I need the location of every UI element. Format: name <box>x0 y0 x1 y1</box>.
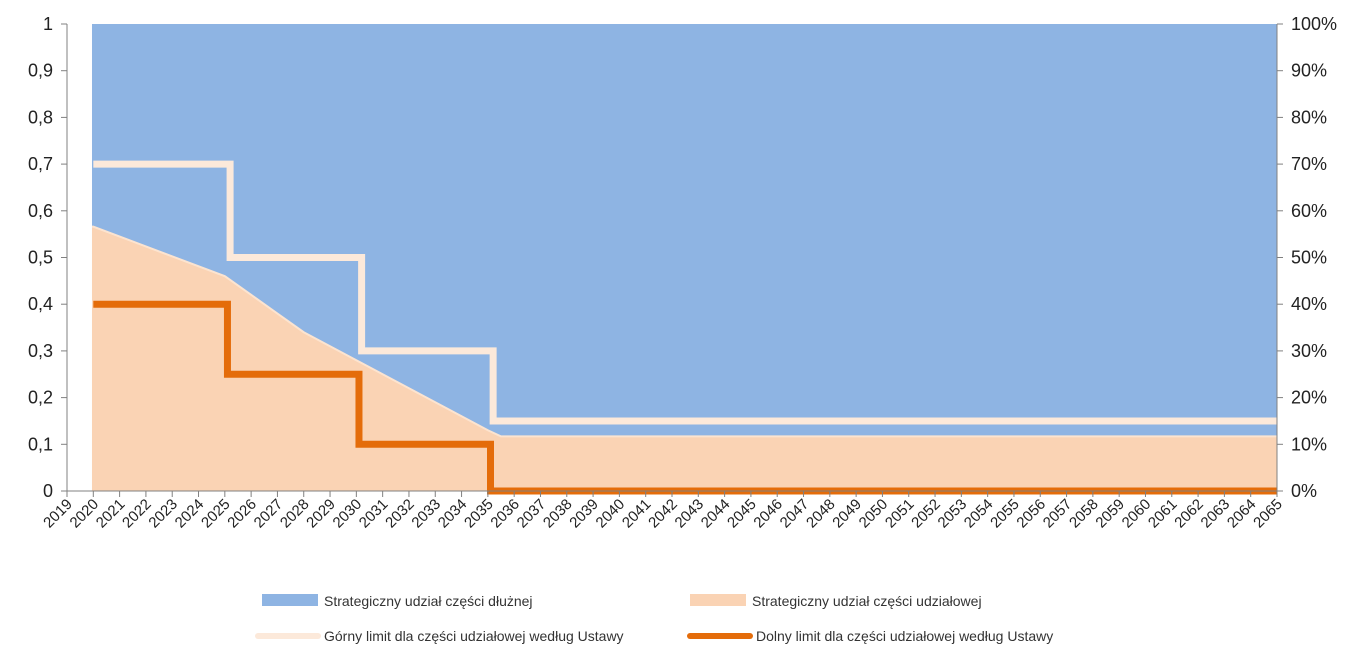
x-tick-label: 2040 <box>593 496 629 532</box>
x-tick-label: 2047 <box>777 496 813 532</box>
y-left-tick-label: 1 <box>43 14 53 34</box>
x-tick-label: 2035 <box>461 496 497 532</box>
y-left-tick-label: 0 <box>43 481 53 501</box>
legend-label: Dolny limit dla części udziałowej według… <box>756 628 1053 644</box>
x-tick-label: 2048 <box>803 496 839 532</box>
x-tick-label: 2062 <box>1171 496 1207 532</box>
legend-label: Strategiczny udział części udziałowej <box>752 593 982 609</box>
x-tick-label: 2061 <box>1145 496 1181 532</box>
x-tick-label: 2063 <box>1198 496 1234 532</box>
legend-swatch <box>262 594 318 606</box>
x-tick-label: 2039 <box>566 496 602 532</box>
x-tick-label: 2060 <box>1119 496 1155 532</box>
x-tick-label: 2025 <box>198 496 234 532</box>
x-tick-label: 2046 <box>750 496 786 532</box>
y-right-tick-label: 90% <box>1291 61 1327 81</box>
x-tick-label: 2026 <box>224 496 260 532</box>
y-right-tick-label: 50% <box>1291 248 1327 268</box>
x-tick-label: 2043 <box>672 496 708 532</box>
x-tick-label: 2056 <box>1013 496 1049 532</box>
y-right-tick-label: 60% <box>1291 201 1327 221</box>
plot-areas <box>91 24 1277 492</box>
y-left-tick-label: 0,8 <box>28 107 53 127</box>
x-tick-label: 2064 <box>1224 496 1260 532</box>
y-left-tick-label: 0,9 <box>28 61 53 81</box>
y-left-tick-label: 0,2 <box>28 388 53 408</box>
x-tick-label: 2029 <box>303 496 339 532</box>
x-tick-label: 2033 <box>408 496 444 532</box>
x-tick-label: 2057 <box>1040 496 1076 532</box>
y-left-tick-label: 0,6 <box>28 201 53 221</box>
x-tick-label: 2024 <box>172 496 208 532</box>
x-tick-label: 2050 <box>856 496 892 532</box>
y-left-tick-label: 0,7 <box>28 154 53 174</box>
line-lower-limit <box>93 300 1277 495</box>
x-tick-label: 2045 <box>724 496 760 532</box>
y-right-tick-label: 10% <box>1291 434 1327 454</box>
x-tick-label: 2055 <box>987 496 1023 532</box>
x-tick-labels: 2019202020212022202320242025202620272028… <box>40 496 1286 532</box>
legend-equity-share: Strategiczny udział części udziałowej <box>690 593 982 609</box>
area-equity-edge <box>91 225 1277 438</box>
x-tick-label: 2059 <box>1092 496 1128 532</box>
x-tick-label: 2027 <box>251 496 287 532</box>
x-tick-label: 2032 <box>382 496 418 532</box>
x-tick-label: 2058 <box>1066 496 1102 532</box>
x-tick-label: 2052 <box>908 496 944 532</box>
y-right-tick-label: 70% <box>1291 154 1327 174</box>
x-tick-label: 2020 <box>67 496 103 532</box>
y-left-tick-label: 0,3 <box>28 341 53 361</box>
legend-label: Strategiczny udział części dłużnej <box>324 593 533 609</box>
x-tick-label: 2022 <box>119 496 155 532</box>
y-right-tick-label: 100% <box>1291 14 1337 34</box>
y-left-tick-label: 0,5 <box>28 248 53 268</box>
y-right-tick-label: 30% <box>1291 341 1327 361</box>
x-tick-label: 2023 <box>145 496 181 532</box>
x-tick-label: 2030 <box>330 496 366 532</box>
y-right-tick-labels: 0% 10% 20% 30% 40% 50% 60% 70% 80% 90% 100% <box>1291 14 1337 501</box>
legend-label: Górny limit dla części udziałowej według… <box>324 628 624 644</box>
x-tick-label: 2037 <box>514 496 550 532</box>
x-tick-label: 2041 <box>619 496 655 532</box>
y-left-tick-label: 0,1 <box>28 434 53 454</box>
x-tick-label: 2034 <box>435 496 471 532</box>
legend-lower-limit: Dolny limit dla części udziałowej według… <box>687 628 1053 644</box>
x-tick-label: 2053 <box>935 496 971 532</box>
y-right-tick-label: 40% <box>1291 294 1327 314</box>
x-tick-label: 2031 <box>356 496 392 532</box>
x-tick-label: 2028 <box>277 496 313 532</box>
x-tick-label: 2036 <box>487 496 523 532</box>
y-left-tick-label: 0,4 <box>28 294 53 314</box>
x-tick-label: 2049 <box>829 496 865 532</box>
y-left-tick-labels: 0 0,1 0,2 0,3 0,4 0,5 0,6 0,7 0,8 0,9 1 <box>28 14 53 501</box>
legend-swatch <box>690 594 746 606</box>
y-right-tick-label: 20% <box>1291 388 1327 408</box>
plot-lines <box>93 160 1277 495</box>
x-tick-label: 2051 <box>882 496 918 532</box>
x-tick-label: 2042 <box>645 496 681 532</box>
x-tick-label: 2019 <box>40 496 76 532</box>
legend-debt-share: Strategiczny udział części dłużnej <box>262 593 533 609</box>
y-right-tick-label: 80% <box>1291 107 1327 127</box>
x-tick-label: 2065 <box>1250 496 1286 532</box>
legend: Strategiczny udział części dłużnej Strate… <box>255 593 1053 644</box>
area-equity-share <box>91 226 1277 492</box>
legend-upper-limit: Górny limit dla części udziałowej według… <box>255 628 624 644</box>
x-tick-label: 2038 <box>540 496 576 532</box>
x-tick-label: 2044 <box>698 496 734 532</box>
x-tick-label: 2054 <box>961 496 997 532</box>
x-tick-label: 2021 <box>93 496 129 532</box>
area-debt-share <box>91 24 1277 491</box>
y-right-tick-label: 0% <box>1291 481 1317 501</box>
axes <box>61 23 1283 497</box>
line-upper-limit <box>93 160 1277 425</box>
